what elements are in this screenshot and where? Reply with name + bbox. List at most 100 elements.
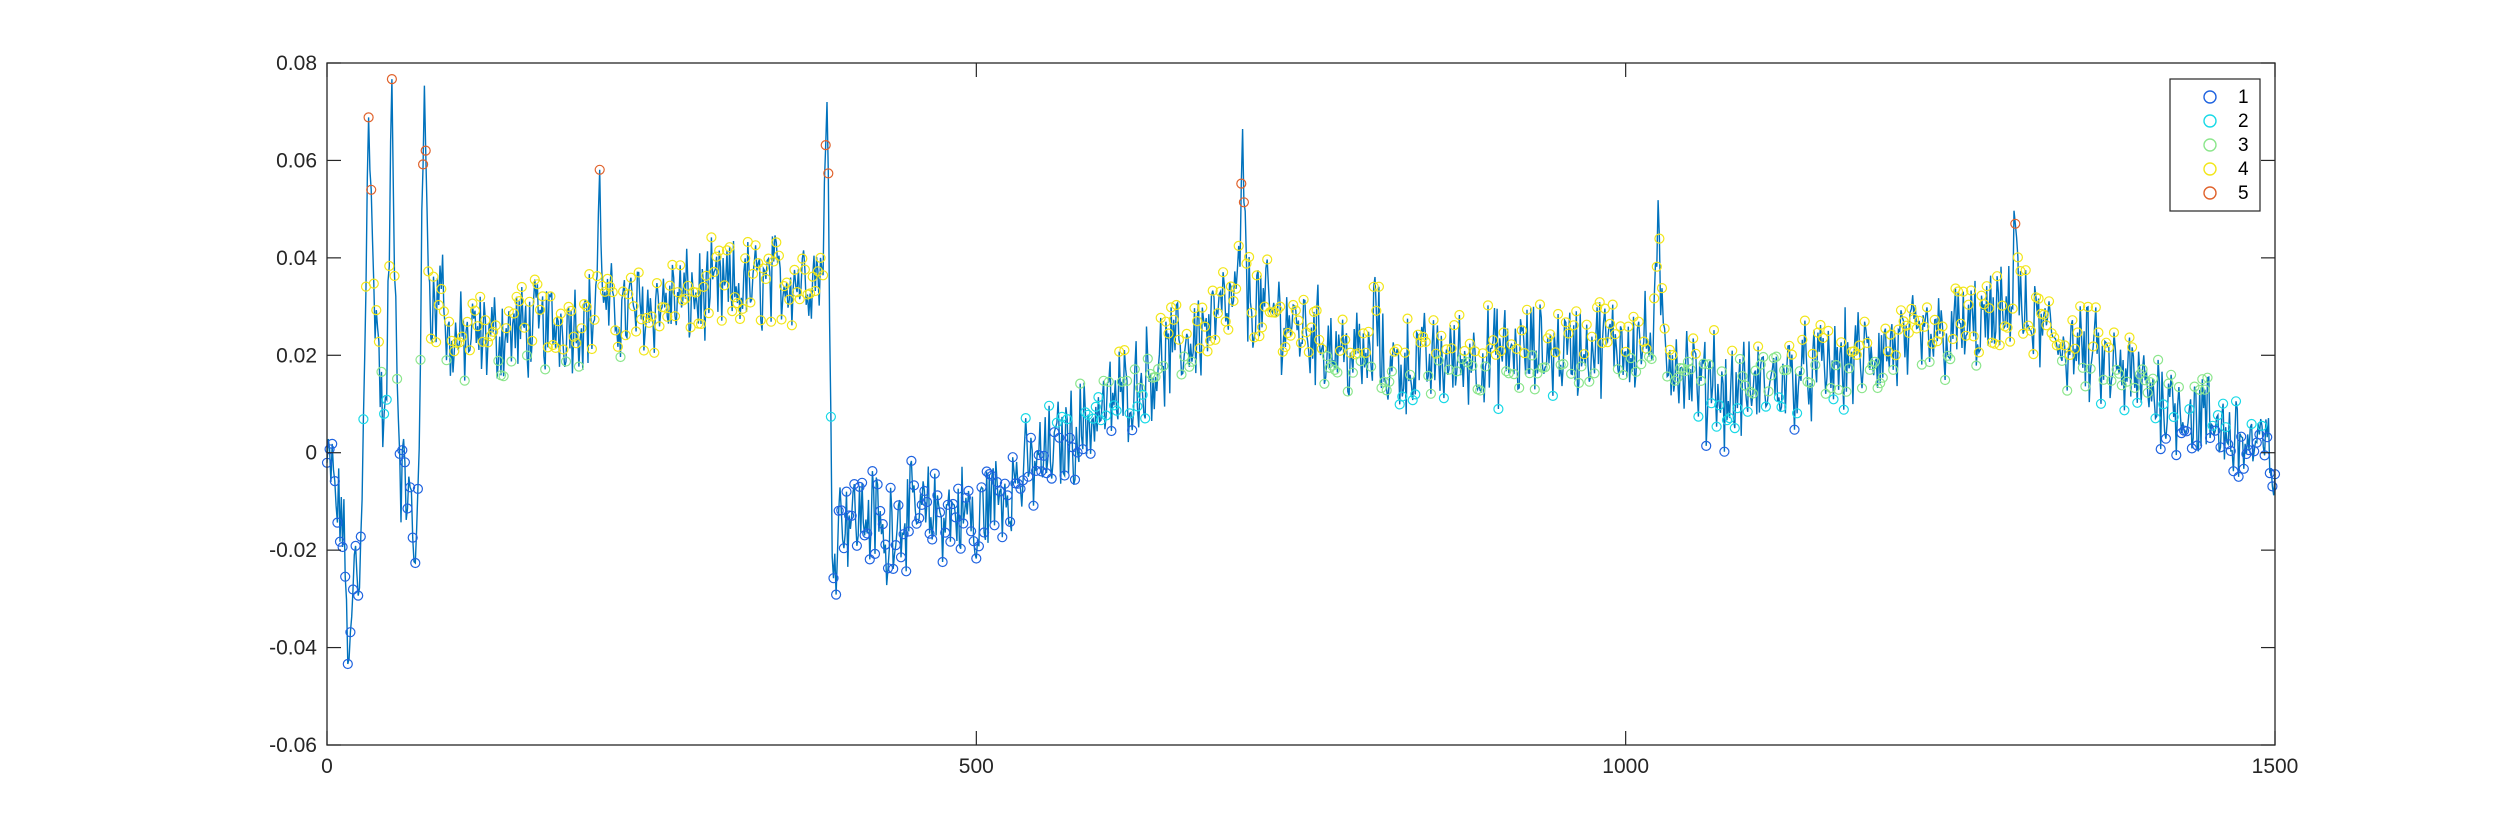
data-point	[1251, 270, 1262, 281]
data-point	[1929, 314, 1940, 325]
data-point	[706, 232, 717, 243]
data-point	[1534, 299, 1546, 310]
data-point	[1732, 403, 1743, 414]
data-point	[1054, 432, 1065, 443]
data-point	[1836, 337, 1847, 348]
data-point	[420, 145, 431, 156]
data-point	[732, 298, 743, 309]
data-point	[1121, 375, 1133, 386]
data-point	[1924, 356, 1935, 368]
data-point	[1402, 313, 1413, 324]
data-point	[1716, 366, 1727, 377]
data-point	[2218, 398, 2229, 409]
data-point	[524, 296, 535, 307]
data-point	[1721, 415, 1733, 426]
data-point	[1649, 293, 1660, 304]
data-point	[2147, 373, 2158, 384]
data-point	[1101, 410, 1112, 421]
legend: 1 2 3 4 5	[2169, 78, 2261, 212]
data-point	[659, 302, 670, 313]
data-point	[407, 532, 418, 543]
data-point	[1269, 307, 1281, 318]
data-point	[2199, 384, 2210, 395]
data-point	[415, 354, 426, 365]
x-tick-label: 0	[321, 755, 333, 778]
plot-area	[321, 73, 2281, 670]
data-point	[841, 486, 852, 497]
data-point	[1532, 368, 1543, 379]
data-point	[493, 355, 504, 366]
data-point	[1319, 378, 1330, 389]
data-point	[1498, 327, 1509, 338]
data-point	[1680, 365, 1691, 377]
data-point	[1428, 315, 1439, 326]
data-point	[565, 305, 577, 316]
data-point	[1049, 427, 1060, 438]
data-point	[1872, 382, 1883, 394]
data-point	[1776, 401, 1787, 413]
data-point	[358, 414, 369, 425]
data-point	[641, 312, 652, 324]
data-point	[1114, 346, 1125, 357]
data-point	[1256, 322, 1268, 333]
data-point	[381, 394, 392, 405]
data-point	[1345, 347, 1356, 358]
data-point	[490, 320, 501, 331]
data-point	[1171, 299, 1182, 311]
data-point	[1552, 308, 1564, 320]
data-point	[1337, 314, 1348, 325]
data-point	[1607, 299, 1618, 310]
data-point	[903, 526, 914, 537]
data-point	[695, 318, 707, 330]
data-point	[459, 375, 470, 386]
data-point	[1308, 306, 1320, 317]
data-point	[716, 315, 727, 326]
data-point	[503, 306, 514, 317]
data-point	[698, 281, 709, 292]
data-point	[1908, 313, 1920, 325]
data-point	[937, 556, 948, 568]
data-point	[649, 347, 660, 358]
data-point	[332, 517, 343, 528]
data-point	[768, 256, 779, 267]
data-point	[436, 283, 447, 295]
data-point	[2030, 292, 2042, 303]
data-point	[908, 480, 920, 491]
data-point	[628, 301, 639, 312]
data-point	[1942, 350, 1953, 361]
data-point	[1033, 449, 1044, 461]
data-point	[2160, 433, 2171, 444]
data-point	[929, 468, 940, 479]
data-point	[623, 289, 634, 300]
data-point	[2023, 320, 2034, 331]
data-point	[1514, 382, 1525, 393]
legend-label: 1	[2238, 87, 2249, 108]
data-point	[1303, 347, 1314, 358]
data-point	[955, 543, 966, 554]
data-point	[1867, 360, 1878, 371]
data-point	[1464, 338, 1475, 349]
data-point	[1212, 308, 1224, 319]
y-tick-label: 0.02	[276, 344, 317, 367]
data-point	[1516, 325, 1527, 336]
data-point	[472, 321, 483, 332]
data-point	[355, 531, 366, 542]
data-point	[934, 507, 946, 518]
data-point	[851, 540, 863, 551]
legend-marker	[2203, 90, 2217, 104]
data-point	[1152, 364, 1164, 375]
data-point	[386, 73, 397, 85]
data-point	[1030, 465, 1042, 476]
data-point	[2166, 369, 2177, 380]
data-point	[1459, 345, 1470, 357]
data-point	[2116, 380, 2127, 391]
data-point	[2142, 387, 2153, 398]
data-point	[825, 411, 837, 422]
data-point	[2197, 374, 2208, 385]
data-point	[885, 482, 896, 493]
data-point	[1932, 336, 1943, 347]
axes: 0 500 1000 1500 -0.06 -0.04 -0.02 0 0.02 0.04 0.06…	[269, 52, 2298, 778]
data-point	[578, 299, 590, 310]
data-point	[555, 308, 566, 319]
data-point	[464, 345, 475, 356]
